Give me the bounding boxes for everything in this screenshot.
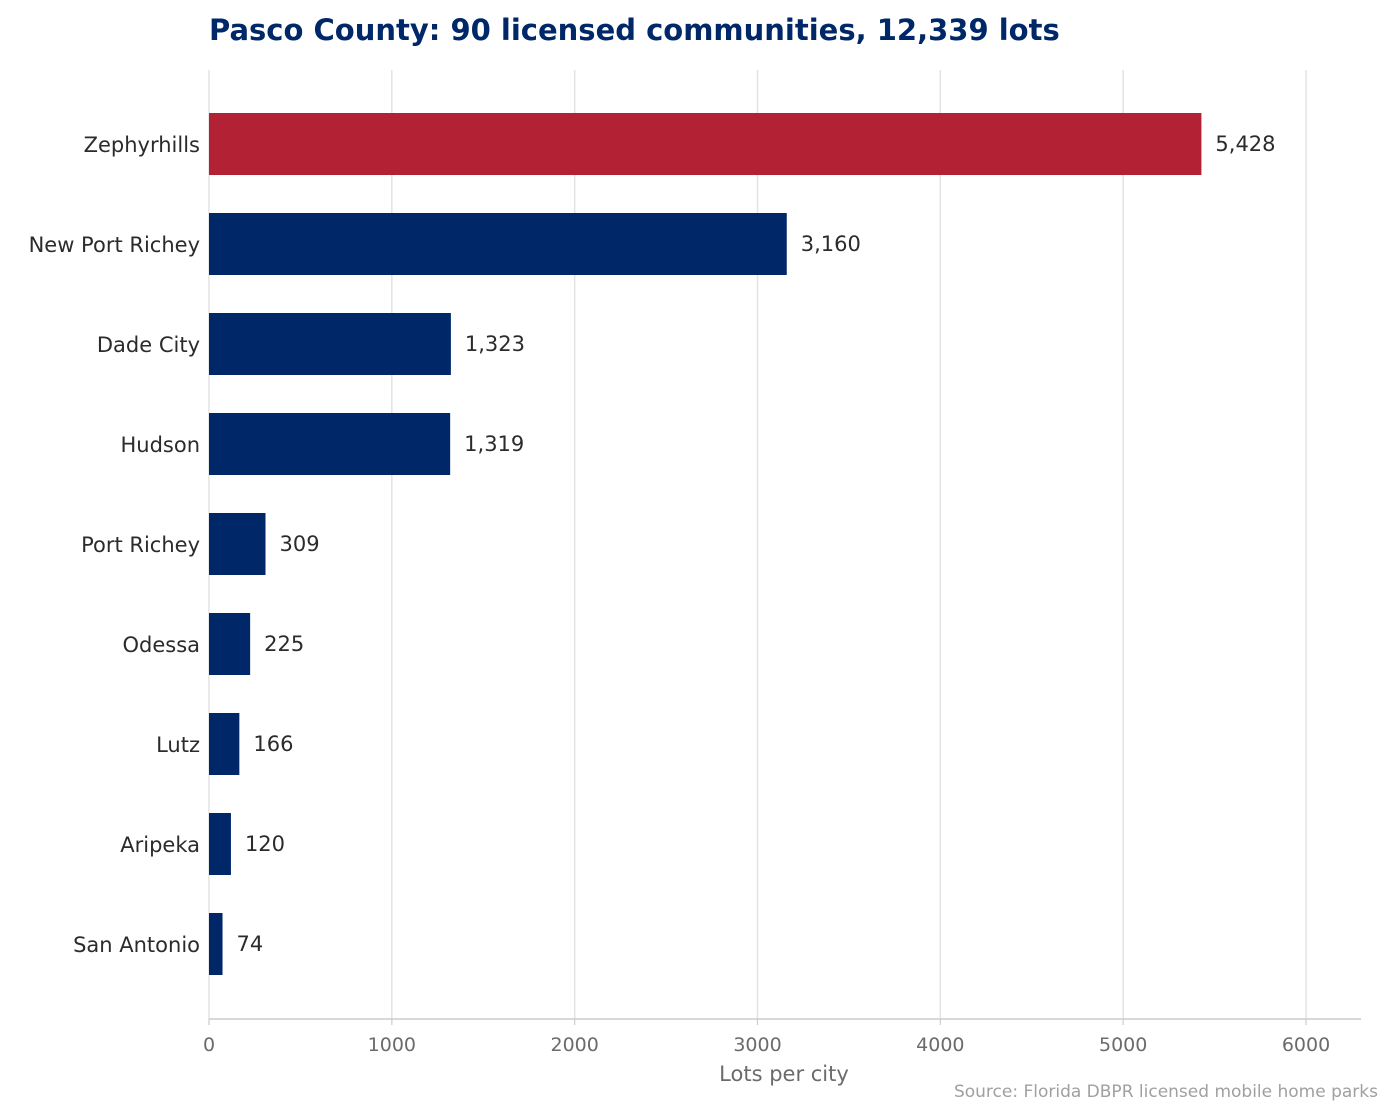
x-tick-label: 6000 xyxy=(1282,1034,1330,1056)
category-label: Lutz xyxy=(156,733,200,757)
value-label: 309 xyxy=(279,532,319,556)
bar-hudson xyxy=(209,413,451,475)
category-label: Hudson xyxy=(120,433,200,457)
value-label: 120 xyxy=(245,832,285,856)
value-label: 166 xyxy=(253,732,293,756)
bars xyxy=(209,113,1202,975)
value-label: 225 xyxy=(264,632,304,656)
x-axis-title: Lots per city xyxy=(719,1062,849,1086)
category-label: Odessa xyxy=(122,633,200,657)
value-label: 74 xyxy=(237,932,264,956)
x-tick-label: 2000 xyxy=(550,1034,598,1056)
bar-odessa xyxy=(209,613,251,675)
chart-title: Pasco County: 90 licensed communities, 1… xyxy=(209,13,1060,47)
source-note: Source: Florida DBPR licensed mobile hom… xyxy=(954,1082,1378,1102)
x-tick-label: 4000 xyxy=(916,1034,964,1056)
bar-new-port-richey xyxy=(209,213,787,275)
bar-port-richey xyxy=(209,513,266,575)
category-label: Zephyrhills xyxy=(84,133,200,157)
value-label: 3,160 xyxy=(801,232,861,256)
category-label: Dade City xyxy=(97,333,200,357)
category-label: San Antonio xyxy=(73,933,200,957)
category-label: Port Richey xyxy=(81,533,200,557)
bar-lutz xyxy=(209,713,240,775)
bar-dade-city xyxy=(209,313,451,375)
x-tick-label: 1000 xyxy=(368,1034,416,1056)
x-tick-label: 3000 xyxy=(733,1034,781,1056)
x-tick-label: 0 xyxy=(203,1034,215,1056)
labels: 0 1000 2000 3000 4000 5000 6000 Zephyrhills 5,42… xyxy=(29,132,1331,1056)
value-label: 1,323 xyxy=(465,332,525,356)
value-label: 5,428 xyxy=(1215,132,1275,156)
bar-zephyrhills xyxy=(209,113,1202,175)
bar-san-antonio xyxy=(209,913,223,975)
bar-aripeka xyxy=(209,813,231,875)
category-label: Aripeka xyxy=(120,833,200,857)
value-label: 1,319 xyxy=(464,432,524,456)
category-label: New Port Richey xyxy=(29,233,200,257)
x-tick-label: 5000 xyxy=(1099,1034,1147,1056)
